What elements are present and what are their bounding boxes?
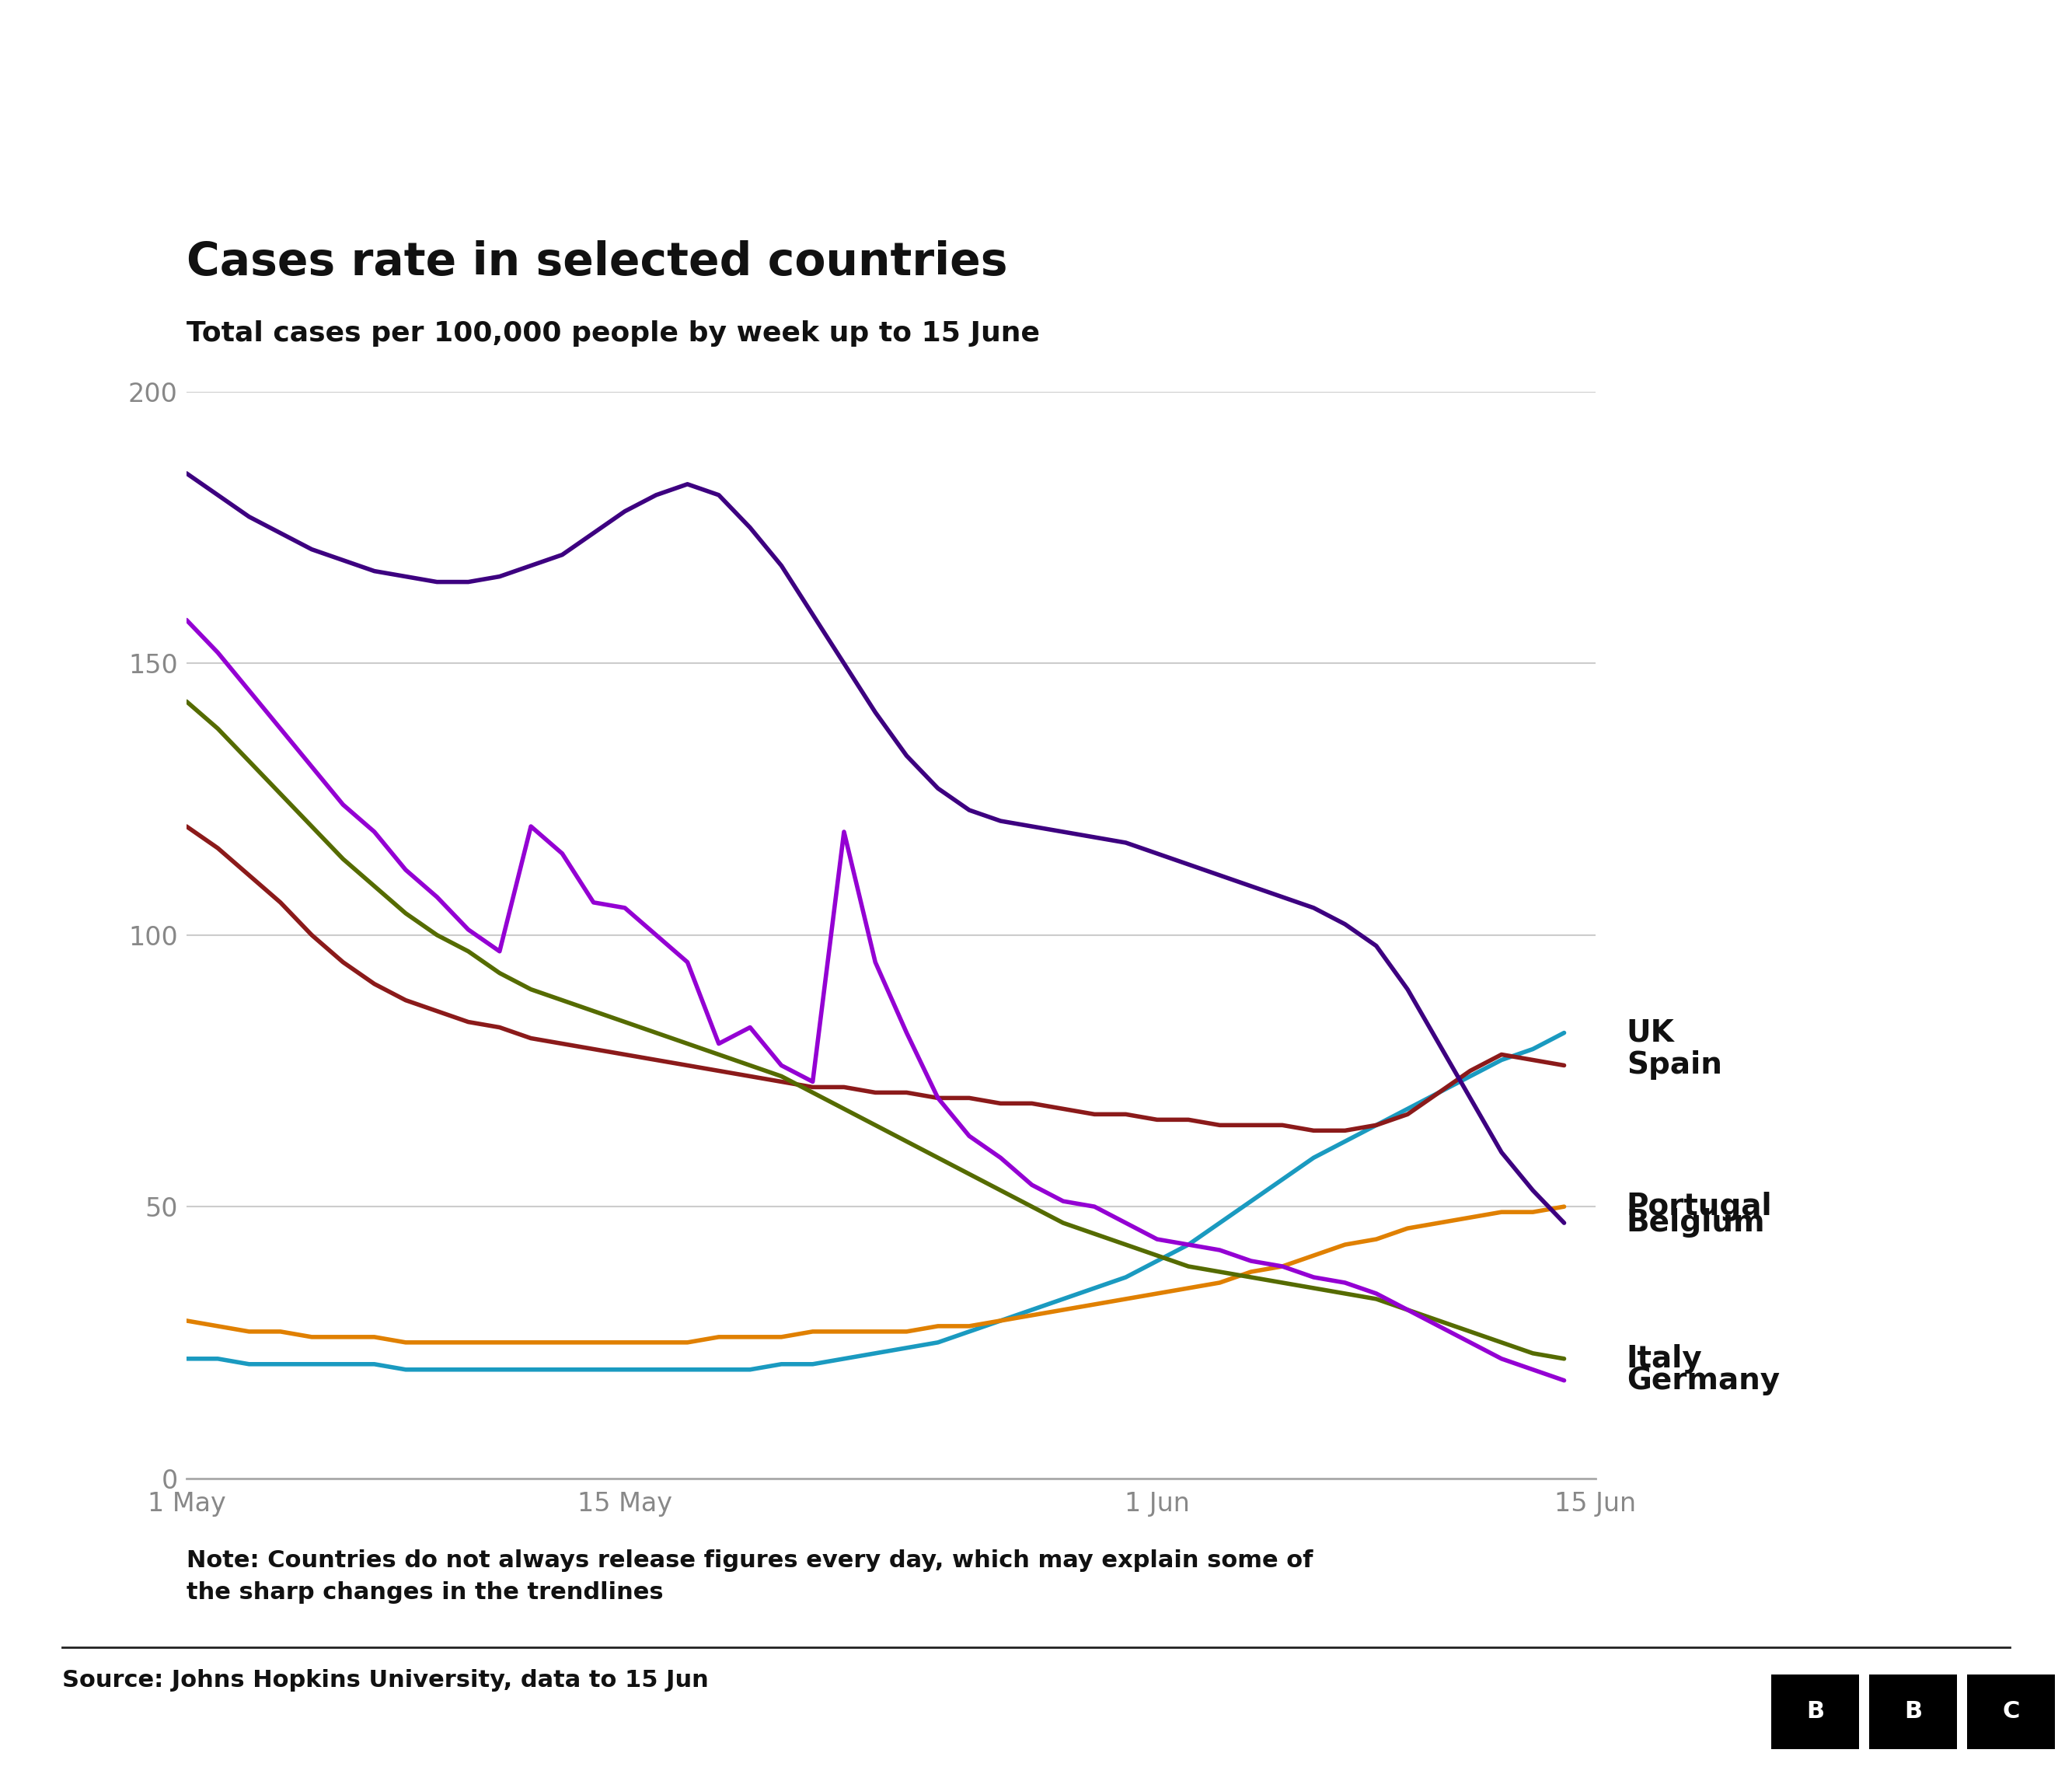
Text: Belgium: Belgium bbox=[1627, 1208, 1765, 1238]
Text: B: B bbox=[1904, 1701, 1923, 1722]
Bar bbox=[1772, 1674, 1859, 1749]
Text: Cases rate in selected countries: Cases rate in selected countries bbox=[186, 240, 1007, 285]
Text: Total cases per 100,000 people by week up to 15 June: Total cases per 100,000 people by week u… bbox=[186, 321, 1040, 347]
Text: UK: UK bbox=[1627, 1019, 1674, 1047]
Text: Germany: Germany bbox=[1627, 1366, 1780, 1395]
Text: Portugal: Portugal bbox=[1627, 1191, 1772, 1222]
Text: Spain: Spain bbox=[1627, 1051, 1722, 1079]
Text: Italy: Italy bbox=[1627, 1345, 1703, 1373]
Text: Source: Johns Hopkins University, data to 15 Jun: Source: Johns Hopkins University, data t… bbox=[62, 1669, 709, 1692]
Text: Note: Countries do not always release figures every day, which may explain some : Note: Countries do not always release fi… bbox=[186, 1549, 1314, 1603]
Text: B: B bbox=[1807, 1701, 1823, 1722]
Bar bbox=[1869, 1674, 1958, 1749]
Text: C: C bbox=[2002, 1701, 2020, 1722]
Bar bbox=[1966, 1674, 2055, 1749]
